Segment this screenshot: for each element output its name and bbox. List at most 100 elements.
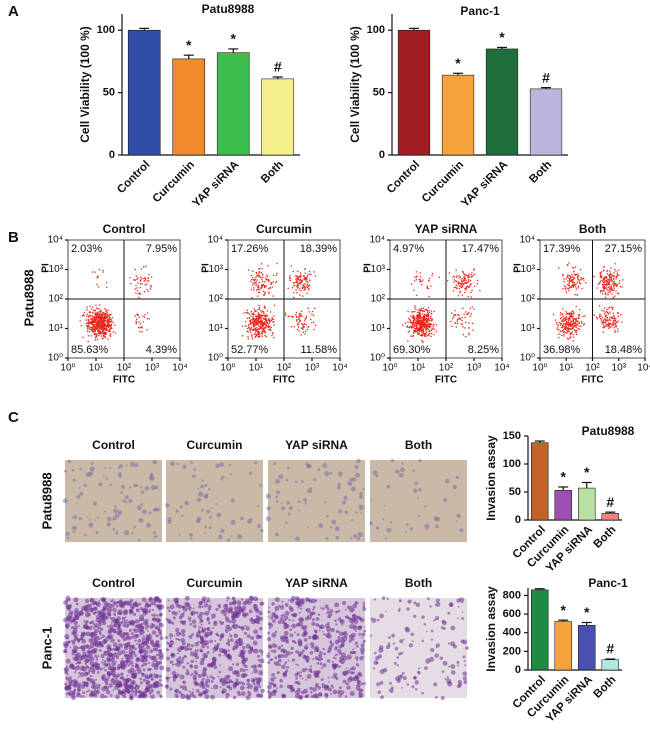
x-tick-label: 10⁴ bbox=[637, 363, 650, 374]
event bbox=[267, 280, 270, 282]
quadrant-label: 69.30% bbox=[393, 344, 431, 356]
cell bbox=[180, 628, 186, 634]
event bbox=[298, 278, 300, 281]
event bbox=[415, 276, 418, 278]
event bbox=[262, 324, 264, 326]
event bbox=[611, 324, 613, 326]
event bbox=[472, 322, 474, 325]
event bbox=[578, 285, 580, 288]
event bbox=[150, 285, 152, 287]
event bbox=[417, 329, 419, 331]
event bbox=[289, 279, 291, 282]
event bbox=[593, 275, 595, 278]
event bbox=[417, 318, 419, 320]
cell bbox=[128, 660, 134, 665]
y-tick-label: 10² bbox=[521, 294, 536, 305]
cell bbox=[65, 676, 69, 681]
event bbox=[247, 312, 249, 314]
cell bbox=[238, 693, 241, 696]
event bbox=[265, 327, 267, 329]
cell bbox=[323, 633, 326, 636]
event bbox=[258, 291, 261, 294]
cell bbox=[289, 598, 295, 603]
event bbox=[97, 316, 100, 318]
event bbox=[252, 319, 254, 321]
cell bbox=[271, 632, 277, 638]
event bbox=[275, 281, 277, 284]
cell bbox=[187, 616, 192, 621]
row-label: Patu8988 bbox=[21, 269, 36, 326]
event bbox=[614, 331, 616, 333]
event bbox=[457, 282, 459, 284]
event bbox=[421, 322, 423, 324]
event bbox=[139, 283, 142, 285]
event bbox=[600, 319, 602, 321]
event bbox=[255, 320, 258, 322]
cell bbox=[231, 600, 237, 606]
event bbox=[572, 315, 574, 318]
cell bbox=[219, 462, 225, 467]
event bbox=[87, 335, 90, 337]
event bbox=[265, 322, 268, 324]
cell bbox=[107, 676, 110, 679]
cell bbox=[302, 649, 305, 653]
event bbox=[98, 322, 100, 325]
event bbox=[622, 279, 624, 281]
event bbox=[583, 324, 585, 326]
cell bbox=[287, 512, 291, 516]
event bbox=[91, 330, 93, 332]
event bbox=[89, 321, 91, 323]
x-tick-label: 10⁴ bbox=[172, 363, 187, 374]
cell bbox=[153, 672, 156, 675]
cell bbox=[274, 596, 280, 602]
event bbox=[615, 284, 617, 286]
event bbox=[243, 312, 245, 314]
cell bbox=[298, 611, 301, 614]
cell bbox=[239, 603, 241, 606]
cell bbox=[253, 648, 259, 654]
cell bbox=[404, 626, 409, 631]
cell bbox=[463, 660, 466, 663]
bar bbox=[485, 48, 519, 156]
cell bbox=[188, 647, 193, 651]
cell bbox=[124, 530, 130, 536]
event bbox=[256, 295, 259, 297]
event bbox=[610, 286, 612, 288]
event bbox=[296, 281, 299, 283]
event bbox=[257, 313, 260, 316]
event bbox=[427, 318, 430, 320]
event bbox=[106, 327, 108, 329]
cell bbox=[206, 509, 210, 514]
cell bbox=[131, 532, 134, 535]
event bbox=[570, 313, 573, 315]
event bbox=[415, 308, 417, 310]
cell bbox=[150, 642, 153, 645]
event bbox=[599, 291, 602, 293]
event bbox=[470, 284, 472, 286]
cell bbox=[309, 650, 314, 655]
cell bbox=[238, 638, 242, 642]
event bbox=[618, 280, 621, 282]
cell bbox=[407, 599, 412, 604]
event bbox=[138, 297, 140, 299]
cell bbox=[306, 643, 309, 646]
event bbox=[435, 324, 438, 326]
cell bbox=[105, 477, 109, 481]
cell bbox=[317, 685, 321, 690]
event bbox=[303, 278, 305, 280]
cell bbox=[137, 669, 142, 675]
event bbox=[416, 322, 418, 324]
cell bbox=[112, 516, 117, 521]
event bbox=[606, 281, 608, 283]
cell bbox=[241, 649, 246, 655]
cell bbox=[394, 646, 399, 651]
cell bbox=[300, 618, 304, 622]
event bbox=[572, 286, 575, 288]
event bbox=[298, 322, 300, 324]
cell bbox=[288, 506, 293, 511]
event bbox=[569, 327, 571, 330]
event bbox=[108, 324, 110, 326]
event bbox=[563, 281, 565, 283]
event bbox=[261, 285, 263, 288]
